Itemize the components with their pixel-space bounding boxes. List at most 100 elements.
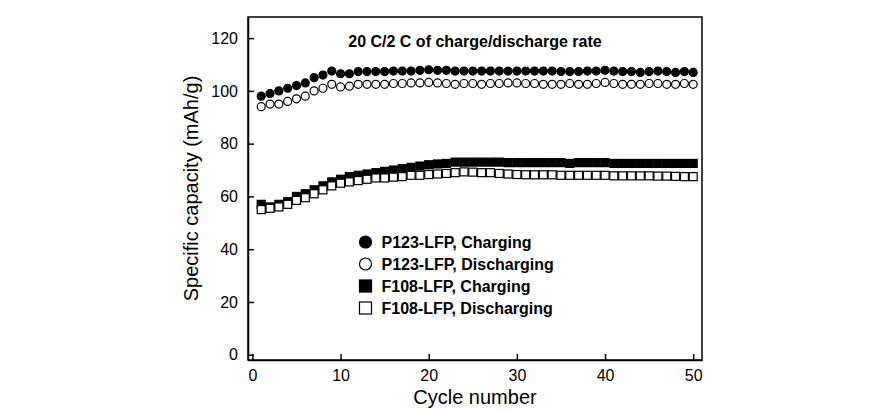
marker [451, 158, 459, 166]
marker [292, 196, 300, 204]
marker [680, 79, 688, 87]
marker [627, 172, 635, 180]
series [257, 158, 697, 211]
marker [381, 80, 389, 88]
marker [478, 158, 486, 166]
marker [627, 159, 635, 167]
tick-mark [248, 38, 254, 40]
marker [460, 158, 468, 166]
marker [451, 80, 459, 88]
marker [398, 79, 406, 87]
tick-label: 40 [597, 367, 615, 384]
tick-label: 80 [220, 135, 238, 152]
tick: 0 [248, 354, 257, 384]
marker [372, 174, 380, 182]
marker [619, 159, 627, 167]
tick: 100 [211, 82, 254, 99]
marker [575, 80, 583, 88]
tick: 30 [508, 354, 526, 384]
marker [345, 70, 353, 78]
marker [416, 171, 424, 179]
marker [601, 66, 609, 74]
marker [372, 68, 380, 76]
tick-label: 30 [508, 367, 526, 384]
marker [689, 173, 697, 181]
marker [504, 67, 512, 75]
marker [425, 66, 433, 74]
marker [575, 159, 583, 167]
marker [672, 68, 680, 76]
marker [416, 66, 424, 74]
marker [398, 165, 406, 173]
marker [522, 159, 530, 167]
marker [522, 67, 530, 75]
tick-mark [248, 249, 254, 251]
marker [522, 171, 530, 179]
marker [610, 79, 618, 87]
marker [672, 159, 680, 167]
marker [689, 68, 697, 76]
marker [407, 67, 415, 75]
tick: 0 [229, 346, 254, 363]
marker [636, 68, 644, 76]
legend: P123-LFP, ChargingP123-LFP, DischargingF… [360, 234, 554, 317]
legend-item: P123-LFP, Discharging [360, 256, 554, 273]
marker [539, 80, 547, 88]
marker [575, 171, 583, 179]
series [257, 66, 697, 100]
marker [601, 159, 609, 167]
marker [363, 175, 371, 183]
marker [442, 159, 450, 167]
legend-marker [360, 236, 372, 248]
marker [583, 80, 591, 88]
marker [372, 80, 380, 88]
marker [495, 67, 503, 75]
marker [619, 80, 627, 88]
marker [680, 68, 688, 76]
chart: 0102030405002040608010012020 C/2 C of ch… [0, 0, 876, 412]
marker [654, 172, 662, 180]
marker [425, 171, 433, 179]
tick: 20 [220, 294, 254, 311]
marker [601, 171, 609, 179]
marker [345, 178, 353, 186]
marker [539, 171, 547, 179]
series [257, 78, 697, 110]
marker [486, 79, 494, 87]
marker [301, 92, 309, 100]
legend-label: P123-LFP, Discharging [382, 256, 554, 273]
tick-label: 100 [211, 82, 238, 99]
marker [451, 169, 459, 177]
marker [486, 67, 494, 75]
marker [354, 80, 362, 88]
marker [583, 171, 591, 179]
marker [663, 68, 671, 76]
marker [407, 79, 415, 87]
marker [381, 68, 389, 76]
plot-frame [248, 17, 702, 360]
marker [592, 79, 600, 87]
tick: 60 [220, 188, 254, 205]
marker [689, 159, 697, 167]
marker [469, 158, 477, 166]
marker [257, 92, 265, 100]
data-points [257, 66, 697, 214]
marker [266, 100, 274, 108]
legend-label: F108-LFP, Charging [382, 278, 531, 295]
marker [442, 169, 450, 177]
x-axis: 01020304050 [248, 354, 702, 384]
marker [460, 168, 468, 176]
marker [319, 84, 327, 92]
tick-mark [517, 354, 519, 360]
marker [478, 67, 486, 75]
marker [416, 162, 424, 170]
tick-mark [428, 354, 430, 360]
legend-item: F108-LFP, Discharging [360, 300, 553, 317]
marker [592, 159, 600, 167]
marker [601, 78, 609, 86]
marker [451, 67, 459, 75]
marker [389, 67, 397, 75]
marker [575, 68, 583, 76]
marker [513, 171, 521, 179]
marker [354, 177, 362, 185]
